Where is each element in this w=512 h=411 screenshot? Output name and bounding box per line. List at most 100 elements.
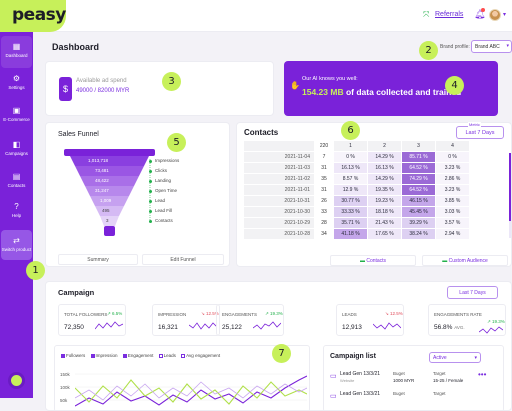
contacts-title: Contacts bbox=[244, 128, 279, 137]
audience-icon: ▬ bbox=[442, 258, 449, 264]
funnel-stage[interactable] bbox=[100, 216, 119, 226]
contacts-date-select[interactable]: Last 7 Days bbox=[456, 126, 504, 139]
funnel-value: 1,009 bbox=[100, 198, 112, 203]
legend-item-engagement[interactable]: Engagement bbox=[122, 353, 153, 358]
chart-legend: Followers Impression Engagement Leads Av… bbox=[61, 353, 224, 358]
sidebar-item-label: Settings bbox=[8, 85, 25, 90]
contacts-button[interactable]: ▬ Contacts bbox=[330, 255, 416, 266]
custom-audience-label: Custom Audience bbox=[448, 258, 488, 264]
table-row[interactable]: 2021-11-04 7 0 % 14.29 % 85.71 % 0 % bbox=[243, 151, 470, 163]
sidebar-item-ecommerce[interactable]: ▣ E-Commerce bbox=[1, 100, 32, 132]
funnel-graphic bbox=[64, 149, 155, 236]
sidebar-item-settings[interactable]: ⚙ Settings bbox=[1, 68, 32, 100]
checkbox-icon bbox=[61, 353, 65, 358]
sidebar-item-contacts[interactable]: ▤ Contacts bbox=[1, 166, 32, 198]
funnel-dot bbox=[149, 180, 152, 183]
logo-container: peasy bbox=[0, 0, 66, 32]
table-cell-count: 31 bbox=[314, 184, 334, 196]
legend-item-impression[interactable]: Impression bbox=[90, 353, 118, 358]
table-row[interactable]: 2021-10-29 28 35.71 % 21.43 % 39.29 % 3.57 % bbox=[243, 217, 470, 229]
table-row[interactable]: 2021-10-28 34 41.18 % 17.65 % 38.24 % 2.94 % bbox=[243, 228, 470, 240]
funnel-stage[interactable] bbox=[80, 176, 139, 186]
table-cell-percent: 30.77 % bbox=[333, 195, 368, 207]
dollar-icon: $ bbox=[59, 77, 72, 101]
referrals-icon: ⤧ bbox=[423, 10, 430, 19]
sidebar-item-dashboard[interactable]: ▦ Dashboard bbox=[1, 36, 32, 68]
table-cell-date: 2021-11-03 bbox=[243, 162, 315, 174]
stat-engagements[interactable]: ENGAGEMENTS ↗ 19.3% 25,122 bbox=[216, 304, 284, 336]
stat-total-followers[interactable]: TOTAL FOLLOWERS ↗ 6.5% 72,350 bbox=[58, 304, 126, 336]
sidebar-item-label: Campaigns bbox=[5, 151, 28, 156]
legend-item-leads[interactable]: Leads bbox=[158, 353, 176, 358]
chat-bubble-button[interactable] bbox=[8, 372, 25, 389]
contacts-icon: ▬ bbox=[359, 258, 367, 264]
list-item[interactable]: ▭ Lead Gen 13/3/21 Website Buget 1000 MY… bbox=[330, 369, 500, 386]
stat-change: ↘ 12.5% bbox=[201, 311, 219, 316]
sidebar-item-campaigns[interactable]: ◧ Campaigns bbox=[1, 134, 32, 166]
brand-profile-label: Brand profile: bbox=[440, 44, 470, 50]
funnel-value: 48,422 bbox=[95, 178, 109, 183]
table-cell-count: 7 bbox=[314, 151, 334, 163]
table-cell-percent: 3.23 % bbox=[435, 184, 470, 196]
logo[interactable]: peasy bbox=[12, 5, 66, 25]
stat-impression[interactable]: IMPRESSION ↘ 12.5% 16,321 bbox=[152, 304, 220, 336]
stat-name: LEADS bbox=[342, 312, 357, 317]
table-row[interactable]: 2021-10-30 33 33.33 % 18.18 % 45.45 % 3.03 % bbox=[243, 206, 470, 218]
top-bar: peasy ⤧ Referrals 🔔︎ ▾ bbox=[0, 0, 512, 32]
funnel-label: Lead bbox=[155, 198, 166, 203]
avatar[interactable] bbox=[489, 9, 501, 21]
sidebar-item-switch-product[interactable]: ⇄ Switch product bbox=[1, 230, 32, 260]
campaign-status-select[interactable]: Active ▾ bbox=[429, 352, 481, 363]
edit-funnel-button[interactable]: Edit Funnel bbox=[142, 254, 224, 265]
stat-engagements-rate[interactable]: ENGAGEMENTS RATE ↗ 19.3% 56.8% AVG. bbox=[428, 304, 506, 336]
list-item[interactable]: ▭ Lead Gen 13/3/21 Buget Target bbox=[330, 389, 500, 406]
bell-icon[interactable]: 🔔︎ bbox=[474, 9, 486, 19]
ai-value: 154.23 MB of data collected and trained bbox=[302, 87, 461, 97]
stat-change: ↗ 19.3% bbox=[265, 311, 283, 316]
stat-value-wrap: 56.8% AVG. bbox=[434, 324, 465, 331]
more-icon[interactable]: ••• bbox=[478, 370, 487, 379]
table-row[interactable]: 2021-11-03 31 16.13 % 16.13 % 64.52 % 3.23 % bbox=[243, 162, 470, 174]
brand-profile-select[interactable]: Brand ABC ▾ bbox=[471, 40, 512, 53]
table-row[interactable]: 2021-10-31 26 30.77 % 19.23 % 46.15 % 3.85 % bbox=[243, 195, 470, 207]
table-row[interactable]: 2021-11-01 31 12.9 % 19.35 % 64.52 % 3.23 % bbox=[243, 184, 470, 196]
table-cell-percent: 21.43 % bbox=[367, 217, 402, 229]
table-cell-percent: 12.9 % bbox=[333, 184, 368, 196]
funnel-stage[interactable] bbox=[70, 156, 149, 166]
table-cell-percent: 64.52 % bbox=[401, 162, 436, 174]
stat-leads[interactable]: LEADS ↘ 12.5% 12,913 bbox=[336, 304, 404, 336]
table-cell-date: 2021-11-01 bbox=[243, 184, 315, 196]
table-header-row: 220 1 2 3 4 bbox=[243, 140, 470, 152]
legend-label: Avg engagement bbox=[186, 353, 221, 358]
funnel-stage[interactable] bbox=[90, 196, 129, 206]
funnel-summary-button[interactable]: Summary bbox=[58, 254, 138, 265]
budget-label: Buget bbox=[393, 371, 405, 376]
funnel-stage[interactable] bbox=[85, 186, 134, 196]
legend-label: Impression bbox=[95, 353, 118, 358]
campaign-date-select[interactable]: Last 7 Days bbox=[447, 286, 498, 299]
funnel-label: Clicks bbox=[155, 168, 167, 173]
table-row[interactable]: 2021-11-02 35 8.57 % 14.29 % 74.29 % 2.86 % bbox=[243, 173, 470, 185]
target-value: 15-25 / Female bbox=[433, 378, 464, 383]
help-icon: ? bbox=[14, 202, 19, 211]
table-cell-count: 35 bbox=[314, 173, 334, 185]
sidebar-item-help[interactable]: ? Help bbox=[1, 196, 32, 228]
funnel-stage[interactable] bbox=[95, 206, 124, 216]
funnel-stage[interactable] bbox=[75, 166, 144, 176]
referrals-link[interactable]: Referrals bbox=[435, 11, 464, 18]
contacts-scrollbar-thumb[interactable] bbox=[509, 153, 511, 221]
sidebar-item-label: Help bbox=[11, 213, 22, 218]
legend-item-avg-engagement[interactable]: Avg engagement bbox=[181, 353, 220, 358]
table-cell-percent: 14.29 % bbox=[367, 173, 402, 185]
chevron-down-icon[interactable]: ▾ bbox=[503, 12, 507, 18]
stat-value: 16,321 bbox=[158, 324, 178, 331]
sales-funnel-title: Sales Funnel bbox=[58, 131, 99, 138]
table-cell-percent: 2.86 % bbox=[435, 173, 470, 185]
y-tick: 150k bbox=[60, 372, 70, 377]
custom-audience-button[interactable]: ▬ Custom Audience bbox=[422, 255, 508, 266]
budget-value: 1000 MYR bbox=[393, 378, 415, 383]
table-cell-percent: 38.24 % bbox=[401, 228, 436, 240]
gear-icon: ⚙ bbox=[12, 74, 21, 83]
series-followers bbox=[75, 375, 307, 407]
legend-item-followers[interactable]: Followers bbox=[61, 353, 85, 358]
